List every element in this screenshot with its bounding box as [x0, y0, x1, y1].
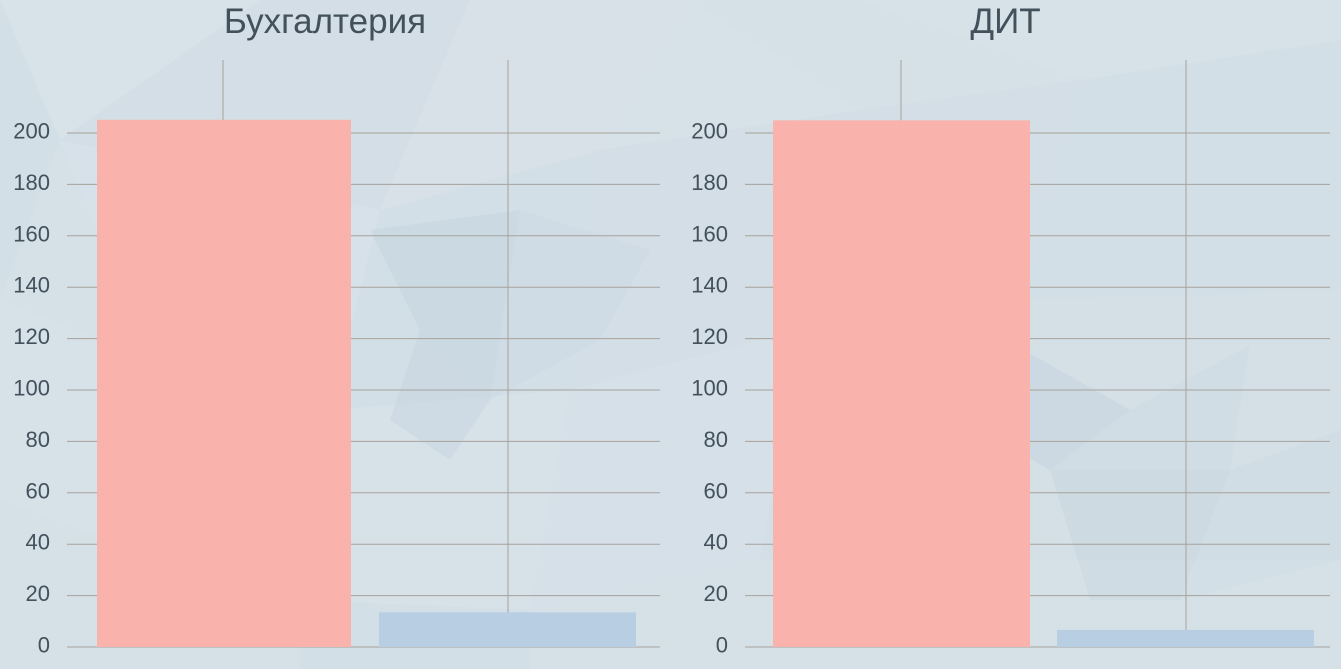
svg-text:200: 200 [691, 119, 728, 144]
svg-text:160: 160 [691, 221, 728, 246]
svg-text:40: 40 [704, 530, 728, 555]
svg-text:140: 140 [691, 273, 728, 298]
svg-text:140: 140 [13, 273, 50, 298]
svg-text:60: 60 [26, 478, 50, 503]
svg-text:20: 20 [26, 581, 50, 606]
svg-text:160: 160 [13, 221, 50, 246]
svg-text:80: 80 [26, 427, 50, 452]
svg-text:0: 0 [716, 633, 728, 658]
svg-text:40: 40 [26, 530, 50, 555]
svg-text:200: 200 [13, 119, 50, 144]
svg-text:80: 80 [704, 427, 728, 452]
svg-text:100: 100 [13, 376, 50, 401]
svg-text:60: 60 [704, 478, 728, 503]
svg-text:180: 180 [13, 170, 50, 195]
svg-text:120: 120 [13, 324, 50, 349]
svg-text:120: 120 [691, 324, 728, 349]
svg-text:180: 180 [691, 170, 728, 195]
svg-text:100: 100 [691, 376, 728, 401]
svg-text:20: 20 [704, 581, 728, 606]
svg-text:0: 0 [38, 633, 50, 658]
